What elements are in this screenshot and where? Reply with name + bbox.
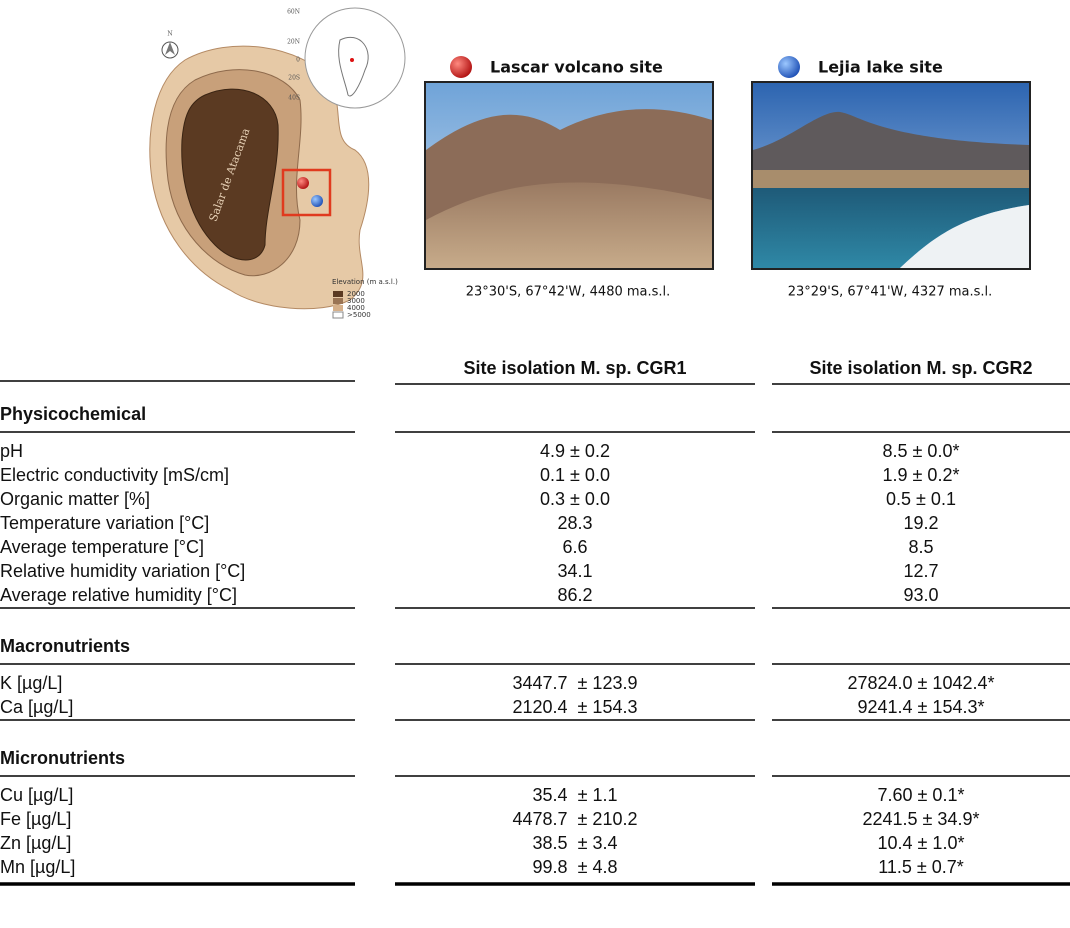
cell: 38.5 ± 3.4 [533,833,618,853]
globe-continent [338,36,369,97]
site-box [281,168,332,217]
globe-marker [350,58,354,62]
site-coords: 23°30'S, 67°42'W, 4480 ma.s.l. [466,285,671,300]
row-label: K [µg/L] [0,673,62,693]
row-label: Organic matter [%] [0,489,150,509]
cell: 27824.0 ± 1042.4* [847,673,994,693]
cell: 34.1 [557,561,592,581]
site-icon [778,56,800,78]
row-label: Electric conductivity [mS/cm] [0,465,229,485]
cell: 2120.4 ± 154.3 [513,697,638,717]
row-label: Fe [µg/L] [0,809,71,829]
site-marker-red [297,177,309,189]
row-label: Temperature variation [°C] [0,513,209,533]
legend-label: 3000 [347,297,365,305]
legend-swatch [332,311,344,319]
cell: 4478.7 ± 210.2 [513,809,638,829]
legend-label: >5000 [347,311,371,319]
lat-label: 60N [287,9,300,16]
table: Site isolation M. sp. CGR1 Site isolation… [0,358,1070,886]
legend-label: 4000 [347,304,365,312]
row-label: Zn [µg/L] [0,833,71,853]
row-label: Cu [µg/L] [0,785,73,805]
photo-plain [753,170,1029,188]
legend-swatch [333,305,343,311]
globe [304,7,406,109]
cell: 8.5 [908,537,933,557]
map [149,7,406,319]
cell: 28.3 [557,513,592,533]
cell: 12.7 [903,561,938,581]
cell: 99.8 ± 4.8 [533,857,618,877]
site-marker-blue [311,195,323,207]
cell: 0.1 ± 0.0 [540,465,610,485]
site-name: Lejia lake site [818,58,943,77]
legend-label: 2000 [347,290,365,298]
cell: 11.5 ± 0.7* [878,857,964,877]
row-label: Average relative humidity [°C] [0,585,237,605]
photo-volcano [753,111,1029,175]
cell: 0.3 ± 0.0 [540,489,610,509]
section-title: Micronutrients [0,748,125,768]
photo-salt [900,205,1029,268]
legend-title: Elevation (m a.s.l.) [332,278,398,286]
lat-label: 0 [296,57,300,64]
cell: 0.5 ± 0.1 [886,489,956,509]
cell: 8.5 ± 0.0* [883,441,960,461]
legend-swatch [333,291,343,297]
cell: 1.9 ± 0.2* [883,465,960,485]
cell: 93.0 [903,585,938,605]
column-header: Site isolation M. sp. CGR2 [809,358,1032,378]
north-arrow-head [165,42,175,55]
column-header: Site isolation M. sp. CGR1 [463,358,686,378]
cell: 86.2 [557,585,592,605]
row-label: Relative humidity variation [°C] [0,561,245,581]
row-label: Mn [µg/L] [0,857,75,877]
lat-label: 20S [288,75,300,82]
photo-slope [426,182,712,268]
photo-lake [753,188,1029,268]
lat-label: 20N [287,39,300,46]
section-title: Physicochemical [0,404,146,424]
cell: 35.4 ± 1.1 [533,785,618,805]
photo-lejia [751,81,1031,270]
site-coords: 23°29'S, 67°41'W, 4327 ma.s.l. [788,285,993,300]
site-name: Lascar volcano site [490,58,663,77]
cell: 10.4 ± 1.0* [878,833,965,853]
lat-label: 40S [288,95,300,102]
row-label: Ca [µg/L] [0,697,73,717]
map-salar [181,88,279,261]
cell: 6.6 [562,537,587,557]
cell: 4.9 ± 0.2 [540,441,610,461]
row-label: Average temperature [°C] [0,537,204,557]
legend-swatch [333,298,343,304]
north-label: N [167,31,172,38]
section-title: Macronutrients [0,636,130,656]
photo-lascar [424,81,714,270]
cell: 9241.4 ± 154.3* [858,697,985,717]
site-icon [450,56,472,78]
cell: 19.2 [903,513,938,533]
cell: 2241.5 ± 34.9* [863,809,980,829]
cell: 3447.7 ± 123.9 [513,673,638,693]
row-label: pH [0,441,23,461]
cell: 7.60 ± 0.1* [878,785,965,805]
